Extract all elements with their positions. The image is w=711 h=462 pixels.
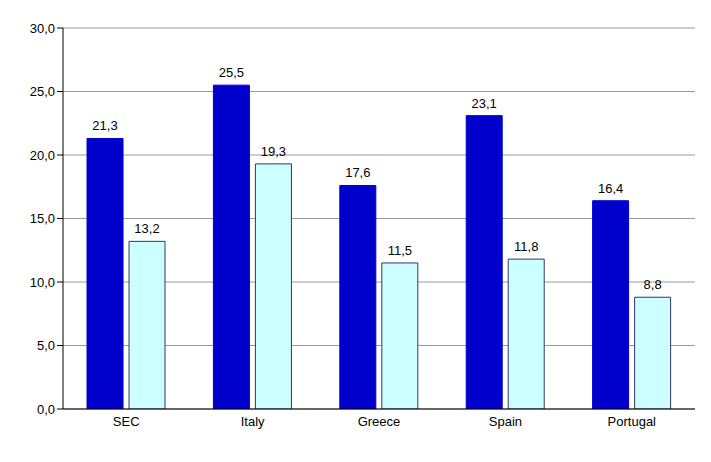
svg-text:20,0: 20,0 bbox=[30, 148, 55, 163]
svg-text:25,5: 25,5 bbox=[219, 65, 244, 80]
svg-text:25,0: 25,0 bbox=[30, 84, 55, 99]
svg-text:5,0: 5,0 bbox=[37, 338, 55, 353]
svg-text:Italy: Italy bbox=[241, 414, 265, 429]
svg-text:15,0: 15,0 bbox=[30, 211, 55, 226]
svg-text:11,5: 11,5 bbox=[388, 243, 412, 258]
svg-text:19,3: 19,3 bbox=[261, 144, 286, 159]
svg-text:0,0: 0,0 bbox=[37, 402, 55, 417]
svg-text:30,0: 30,0 bbox=[30, 21, 55, 36]
svg-text:13,2: 13,2 bbox=[134, 221, 159, 236]
svg-text:Spain: Spain bbox=[489, 414, 522, 429]
svg-text:SEC: SEC bbox=[113, 414, 140, 429]
svg-text:16,4: 16,4 bbox=[598, 181, 623, 196]
svg-text:21,3: 21,3 bbox=[92, 118, 117, 133]
svg-text:Portugal: Portugal bbox=[608, 414, 657, 429]
svg-text:11,8: 11,8 bbox=[514, 239, 538, 254]
svg-text:Greece: Greece bbox=[358, 414, 401, 429]
svg-text:23,1: 23,1 bbox=[472, 96, 497, 111]
svg-text:10,0: 10,0 bbox=[30, 275, 55, 290]
svg-text:8,8: 8,8 bbox=[644, 277, 662, 292]
svg-text:17,6: 17,6 bbox=[345, 165, 370, 180]
